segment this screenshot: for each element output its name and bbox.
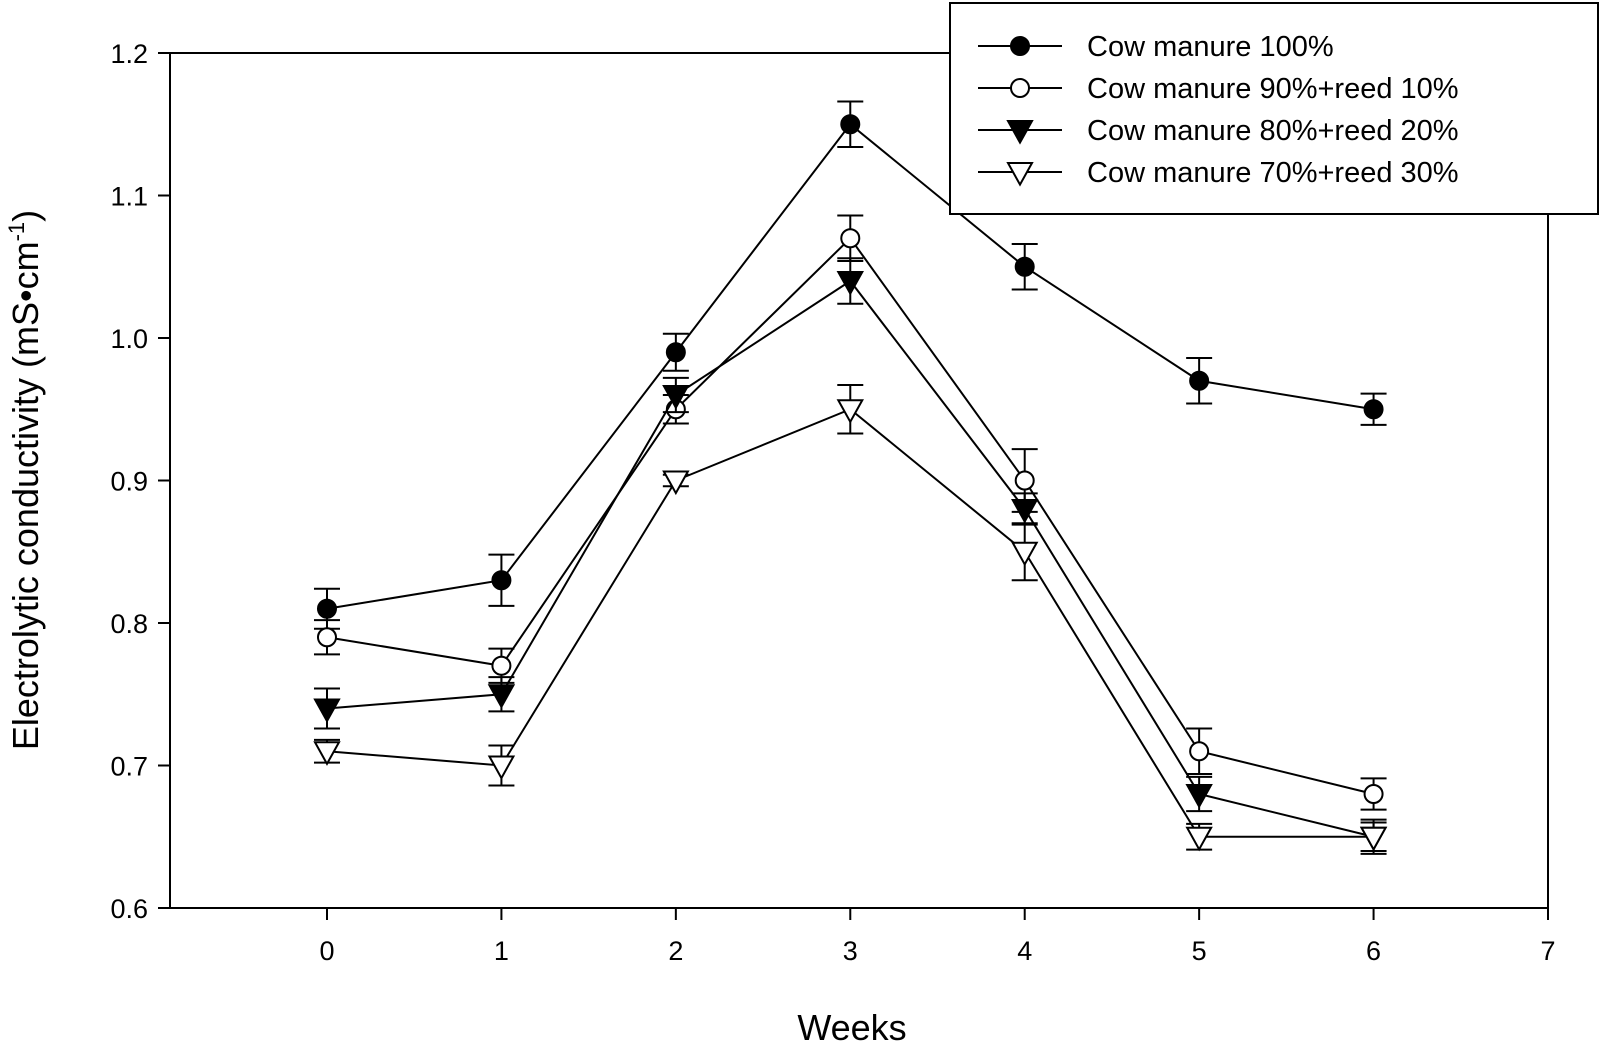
data-point [491,570,512,591]
data-point [1359,826,1388,852]
data-point [313,741,341,766]
data-point [316,598,337,619]
data-point [487,684,516,709]
data-point [1189,370,1210,391]
x-tick-label: 1 [494,936,509,966]
y-axis-title-main: Electrolytic conductivity (mS•cm [5,241,46,750]
data-point [313,698,341,724]
data-point [1363,784,1384,804]
data-point [316,627,337,648]
y-tick-label: 0.6 [110,894,148,924]
y-tick-label: 1.2 [110,39,148,69]
y-tick-label: 1.1 [110,182,148,212]
legend-box [949,2,1599,215]
data-point [1363,399,1384,420]
x-tick-label: 6 [1366,936,1381,966]
legend-label: Cow manure 90%+reed 10% [1087,73,1459,105]
x-axis: 0 1 2 3 4 5 6 7 [319,908,1556,966]
data-point [840,228,861,249]
data-point [836,399,864,424]
data-point [1011,499,1039,524]
x-tick-label: 5 [1192,936,1207,966]
legend-label: Cow manure 80%+reed 20% [1087,115,1459,147]
y-axis-title-superscript: -1 [4,222,29,242]
x-axis-title: Weeks [797,1007,906,1048]
data-point [491,655,512,676]
data-point [1185,826,1213,852]
y-tick-label: 0.8 [110,609,148,639]
series-4 [313,384,1388,852]
y-tick-label: 0.9 [110,467,148,497]
data-point [1189,741,1210,762]
legend-label: Cow manure 100% [1087,31,1334,63]
data-point [662,470,690,496]
x-tick-label: 7 [1540,936,1555,966]
y-axis-title-close: ) [5,210,46,222]
x-tick-label: 3 [843,936,858,966]
data-point [665,342,686,363]
x-tick-label: 4 [1017,936,1032,966]
legend-marker [1006,120,1034,145]
legend-marker [1006,162,1034,187]
data-point [1185,784,1213,809]
data-point [1014,470,1035,491]
data-point [1014,256,1035,277]
data-point [836,271,864,296]
legend-label: Cow manure 70%+reed 30% [1087,157,1459,189]
y-axis-title: Electrolytic conductivity (mS•cm-1) [4,210,46,750]
data-point [840,114,861,135]
series-3 [313,257,1388,855]
y-tick-label: 1.0 [110,324,148,354]
legend-marker [1010,78,1030,98]
x-tick-label: 2 [668,936,683,966]
series-line [326,408,1374,838]
data-point [1011,541,1039,567]
legend: Cow manure 100% Cow manure 90%+reed 10% Co… [949,2,1599,215]
data-point [487,755,516,781]
data-point [662,385,690,410]
y-tick-label: 0.7 [110,752,148,782]
series-layer [313,100,1388,855]
series-line [326,236,1374,795]
legend-marker [1010,36,1030,56]
y-axis: 0.6 0.7 0.8 0.9 1.0 1.1 1.2 [110,39,170,924]
x-tick-label: 0 [319,936,334,966]
series-line [326,279,1374,838]
series-1 [313,100,1387,630]
